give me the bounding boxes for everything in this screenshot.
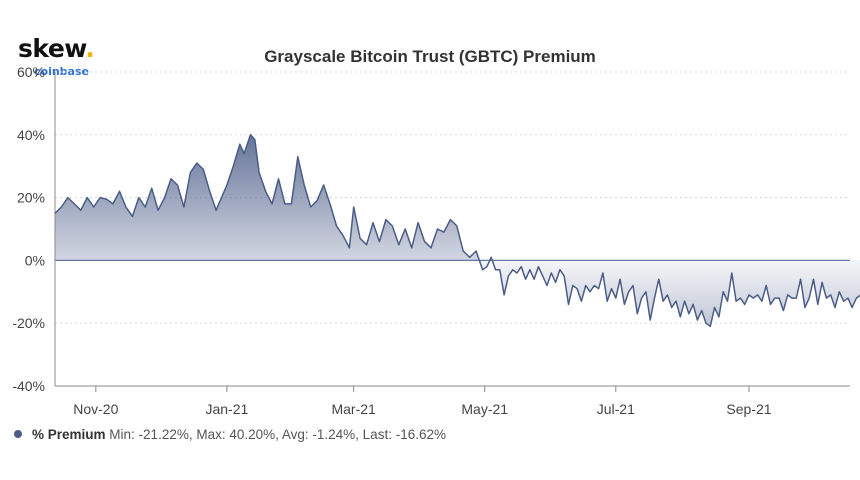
y-tick-label: -20% xyxy=(12,315,45,331)
x-tick-labels: Nov-20 Jan-21 Mar-21 May-21 Jul-21 Sep-21 xyxy=(73,401,772,417)
axes xyxy=(54,72,850,392)
legend[interactable]: % Premium Min: -21.22%, Max: 40.20%, Avg… xyxy=(14,427,446,442)
y-tick-label: 20% xyxy=(17,190,45,206)
x-tick-label: Jul-21 xyxy=(597,401,635,417)
area-negative xyxy=(55,260,860,327)
chart-title: Grayscale Bitcoin Trust (GBTC) Premium xyxy=(264,47,596,66)
y-tick-labels: 60% 40% 20% 0% -20% -40% xyxy=(12,64,45,394)
logo-brand: skew xyxy=(18,34,86,63)
y-tick-label: 60% xyxy=(17,64,45,80)
x-tick-label: Mar-21 xyxy=(331,401,376,417)
legend-series-name: % Premium xyxy=(32,427,106,442)
y-tick-label: -40% xyxy=(12,378,45,394)
legend-stats: Min: -21.22%, Max: 40.20%, Avg: -1.24%, … xyxy=(109,427,446,442)
x-tick-label: Sep-21 xyxy=(726,401,771,417)
logo-dot: . xyxy=(85,34,95,63)
x-tick-label: May-21 xyxy=(461,401,508,417)
series-line-layer xyxy=(54,134,860,328)
x-tick-label: Jan-21 xyxy=(205,401,248,417)
series-line-premium xyxy=(54,134,860,328)
legend-marker xyxy=(14,430,22,438)
y-tick-label: 0% xyxy=(25,252,45,268)
y-tick-label: 40% xyxy=(17,127,45,143)
x-tick-label: Nov-20 xyxy=(73,401,118,417)
